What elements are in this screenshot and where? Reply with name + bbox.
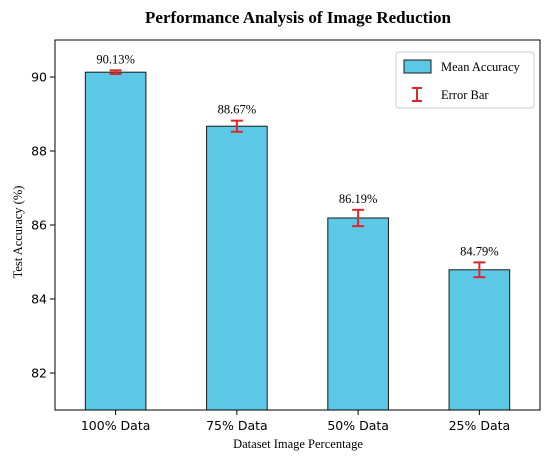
error-bar-1 <box>109 69 122 76</box>
y-axis-label: Test Accuracy (%) <box>11 186 25 279</box>
data-label-2: 88.67% <box>218 103 257 117</box>
y-tick-label: 90 <box>31 70 47 85</box>
y-tick-label: 84 <box>31 292 47 307</box>
data-label-3: 86.19% <box>339 192 378 206</box>
legend-swatch-errorbar <box>412 87 422 102</box>
legend: Mean Accuracy Error Bar <box>395 51 535 109</box>
x-tick-label: 25% Data <box>449 418 511 433</box>
legend-swatch-bar <box>403 59 432 74</box>
x-tick-label: 50% Data <box>327 418 389 433</box>
y-tick-label: 88 <box>31 144 47 159</box>
bar-2 <box>206 125 268 411</box>
error-bar-2 <box>230 119 243 133</box>
x-tick-label: 100% Data <box>81 418 151 433</box>
bar-3 <box>327 217 389 411</box>
bar-4 <box>448 269 511 411</box>
error-bar-3 <box>352 208 365 228</box>
chart-title: Performance Analysis of Image Reduction <box>145 8 452 27</box>
y-tick-label: 86 <box>31 218 47 233</box>
x-tick-label: 75% Data <box>206 418 268 433</box>
y-tick-label: 82 <box>31 366 47 381</box>
plot-area: 90.13% 88.67% 86.19% 84.79% 82 84 86 88 90 100% D… <box>31 39 541 433</box>
bar-1 <box>84 71 147 411</box>
legend-label-error-bar: Error Bar <box>441 88 489 102</box>
data-label-1: 90.13% <box>96 52 135 66</box>
error-bar-4 <box>473 261 486 279</box>
data-label-4: 84.79% <box>460 244 499 258</box>
legend-label-mean-accuracy: Mean Accuracy <box>441 60 521 74</box>
x-axis-label: Dataset Image Percentage <box>233 437 363 451</box>
